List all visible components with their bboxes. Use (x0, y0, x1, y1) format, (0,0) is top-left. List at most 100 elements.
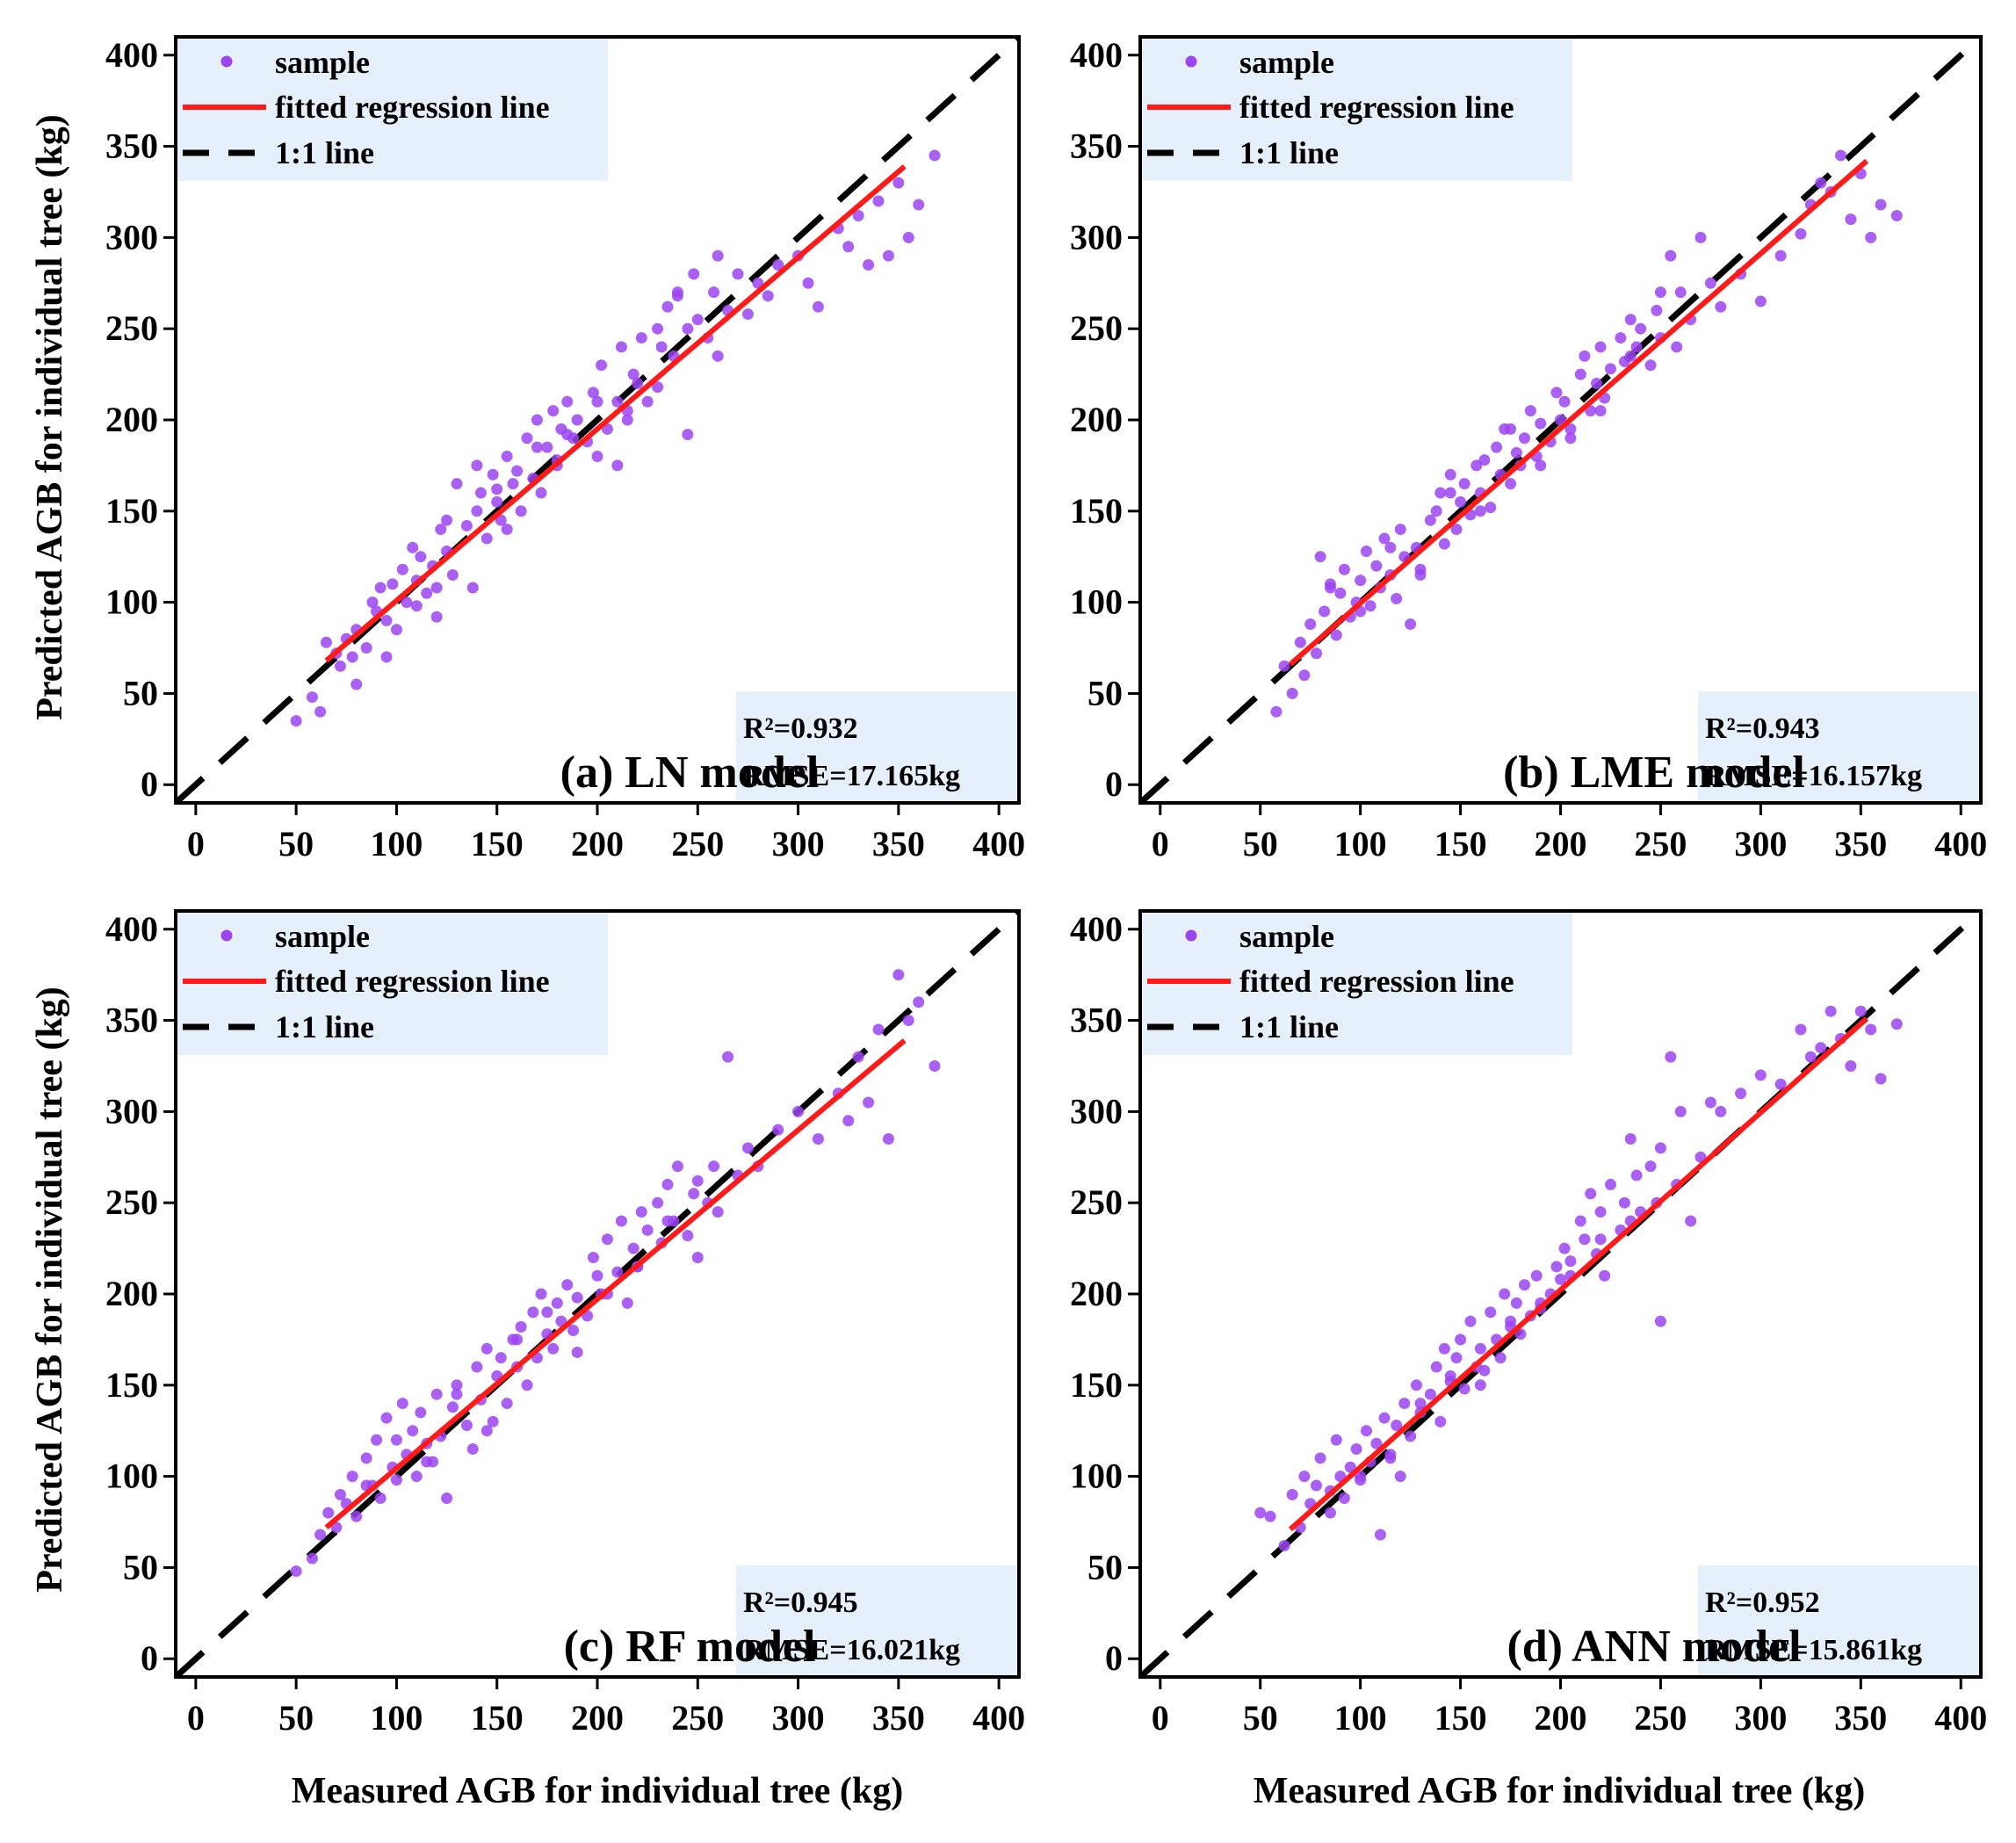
x-tick-label: 100 (1334, 1698, 1387, 1738)
sample-point (635, 1206, 647, 1218)
x-tick-label: 200 (571, 1698, 624, 1738)
sample-point (1370, 1437, 1383, 1449)
sample-point (1654, 1142, 1666, 1154)
sample-point (1518, 432, 1530, 444)
sample-point (1505, 478, 1517, 490)
x-tick-label: 50 (278, 824, 314, 864)
sample-point (1594, 341, 1607, 353)
sample-point (380, 651, 393, 663)
x-tick-label: 200 (1535, 824, 1587, 864)
sample-point (1815, 177, 1827, 189)
sample-point (661, 1215, 674, 1227)
sample-point (322, 1507, 335, 1519)
y-tick-label: 100 (105, 1456, 158, 1496)
sample-point (802, 277, 814, 289)
sample-point (1455, 1333, 1467, 1346)
legend-sample-label: sample (275, 919, 370, 954)
plot-layer (1140, 37, 1981, 803)
fitted-regression-line (1288, 158, 1869, 667)
sample-point (892, 969, 905, 981)
x-tick-label: 100 (370, 1698, 423, 1738)
sample-point (1384, 1452, 1397, 1464)
r-squared-label: R²=0.952 (1705, 1586, 1820, 1619)
x-tick-label: 400 (972, 824, 1025, 864)
y-tick-label: 150 (1070, 491, 1123, 531)
sample-point (1890, 209, 1903, 221)
sample-point (1398, 1398, 1411, 1410)
sample-point (471, 1361, 483, 1373)
sample-point (571, 414, 583, 426)
sample-point (1624, 314, 1637, 326)
sample-point (615, 341, 627, 353)
sample-point (902, 1015, 914, 1027)
sample-point (1378, 532, 1391, 545)
sample-point (460, 519, 473, 531)
sample-point (521, 432, 533, 444)
rmse-label: RMSE=16.157kg (1705, 760, 1922, 792)
x-tick-label: 300 (772, 1698, 825, 1738)
sample-point (882, 1133, 894, 1146)
sample-point (314, 705, 327, 718)
x-tick-label: 400 (1934, 824, 1987, 864)
sample-point (929, 1059, 941, 1072)
sample-point (1319, 605, 1331, 618)
y-tick-label: 0 (141, 764, 158, 804)
stats-box (736, 1565, 1017, 1675)
sample-point (1424, 514, 1436, 526)
x-tick-label: 400 (1934, 1698, 1987, 1738)
plot-layer (1140, 911, 1981, 1677)
x-tick-label: 400 (972, 1698, 1025, 1738)
sample-point (688, 268, 700, 280)
y-tick-label: 400 (1070, 35, 1123, 75)
sample-point (471, 505, 483, 517)
sample-point (882, 249, 894, 262)
y-tick-label: 200 (1070, 1274, 1123, 1313)
sample-point (421, 1456, 433, 1468)
sample-point (561, 1279, 574, 1291)
y-tick-label: 200 (105, 400, 158, 439)
sample-point (1685, 1215, 1697, 1227)
sample-point (1474, 1379, 1486, 1391)
panel-ann-model: 0 50 100 150 200 250 300 350 400 0 50 100 150 200 250 3… (1070, 909, 1987, 1738)
y-tick-label: 350 (1070, 126, 1123, 166)
sample-point (1510, 1297, 1522, 1309)
sample-point (587, 387, 599, 399)
legend-fitted-label: fitted regression line (1239, 964, 1514, 999)
sample-point (1845, 213, 1857, 226)
legend-sample-marker (220, 929, 233, 942)
legend-fitted-label: fitted regression line (275, 90, 550, 125)
sample-point (466, 1442, 479, 1455)
sample-point (842, 1115, 855, 1127)
sample-point (1444, 1370, 1456, 1382)
sample-point (635, 332, 647, 344)
sample-point (531, 414, 543, 426)
sample-point (1535, 459, 1547, 472)
sample-point (1350, 1442, 1362, 1455)
sample-point (741, 1142, 754, 1154)
sample-point (1671, 341, 1683, 353)
sample-point (872, 195, 885, 207)
rmse-label: RMSE=15.861kg (1705, 1634, 1922, 1666)
sample-point (1624, 350, 1637, 362)
sample-point (1564, 432, 1577, 444)
sample-point (1865, 1023, 1877, 1036)
sample-point (1630, 1169, 1643, 1182)
sample-point (682, 322, 694, 335)
y-axis-title-bottom: Predicted AGB for individual tree (kg) (30, 987, 70, 1593)
x-tick-label: 150 (471, 824, 524, 864)
x-tick-label: 0 (187, 1698, 205, 1738)
sample-point (474, 487, 487, 499)
sample-point (1364, 600, 1377, 612)
sample-point (415, 1406, 427, 1419)
sample-point (1499, 1288, 1511, 1300)
x-tick-label: 100 (1334, 824, 1387, 864)
legend-sample-marker (1185, 929, 1197, 942)
y-tick-label: 400 (105, 909, 158, 949)
sample-point (561, 395, 574, 408)
model-label-ln: (a) LN model (560, 748, 820, 798)
sample-point (1644, 359, 1657, 372)
sample-point (1478, 1364, 1491, 1377)
sample-point (1391, 1419, 1403, 1431)
y-tick-label: 50 (1087, 673, 1123, 712)
sample-point (571, 1291, 583, 1304)
